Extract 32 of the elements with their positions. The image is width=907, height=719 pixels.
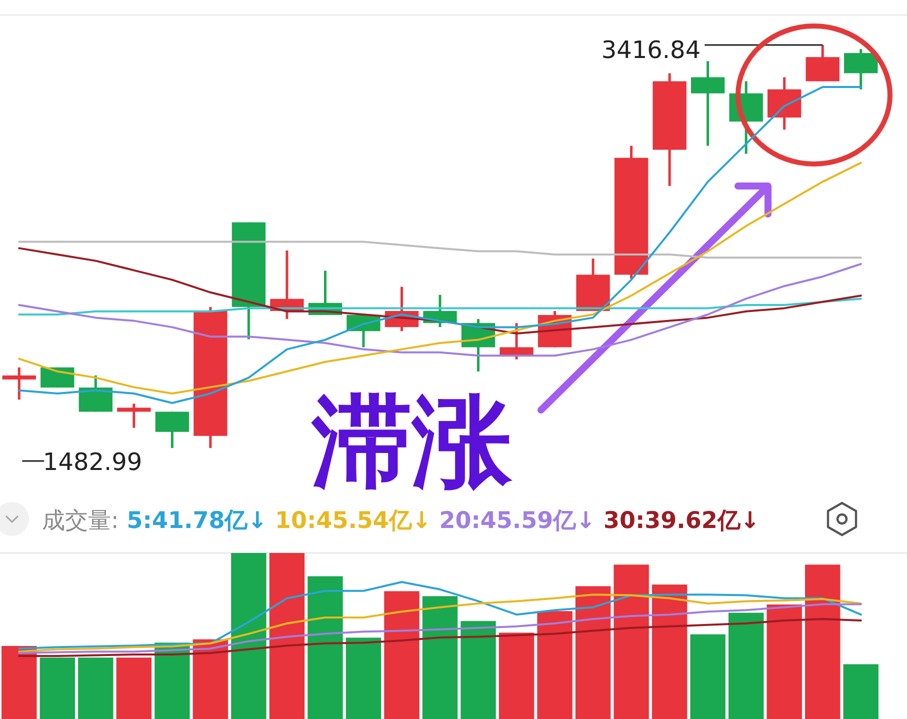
bar — [116, 658, 152, 719]
bar — [766, 604, 802, 719]
candlestick — [2, 366, 36, 401]
bar — [384, 591, 420, 719]
text: 5:41.78亿↓ — [126, 508, 267, 534]
text: 20:45.59亿↓ — [439, 508, 596, 534]
candlestick — [117, 402, 151, 430]
bar — [460, 621, 496, 719]
bar — [231, 553, 266, 719]
bar — [537, 611, 572, 719]
bar — [614, 564, 649, 719]
bar — [269, 553, 305, 719]
bar — [40, 658, 75, 719]
annotation: 滞涨 — [311, 383, 513, 500]
bar — [78, 658, 114, 719]
bar — [346, 638, 382, 719]
bar — [192, 639, 228, 719]
text: 10:45.54亿↓ — [274, 508, 432, 534]
bar — [2, 646, 37, 719]
bar — [805, 564, 840, 719]
chart-title: 成交量: — [42, 508, 119, 534]
bar — [652, 584, 688, 719]
annotation: 1482.99 — [42, 448, 142, 476]
bar — [308, 576, 343, 719]
text: 30:39.62亿↓ — [603, 508, 760, 534]
bar — [690, 634, 726, 719]
bar — [843, 664, 878, 719]
annotation: 3416.84 — [601, 36, 701, 64]
bar — [498, 632, 534, 719]
bar — [575, 586, 611, 719]
bar — [728, 612, 764, 719]
bar — [422, 596, 458, 719]
